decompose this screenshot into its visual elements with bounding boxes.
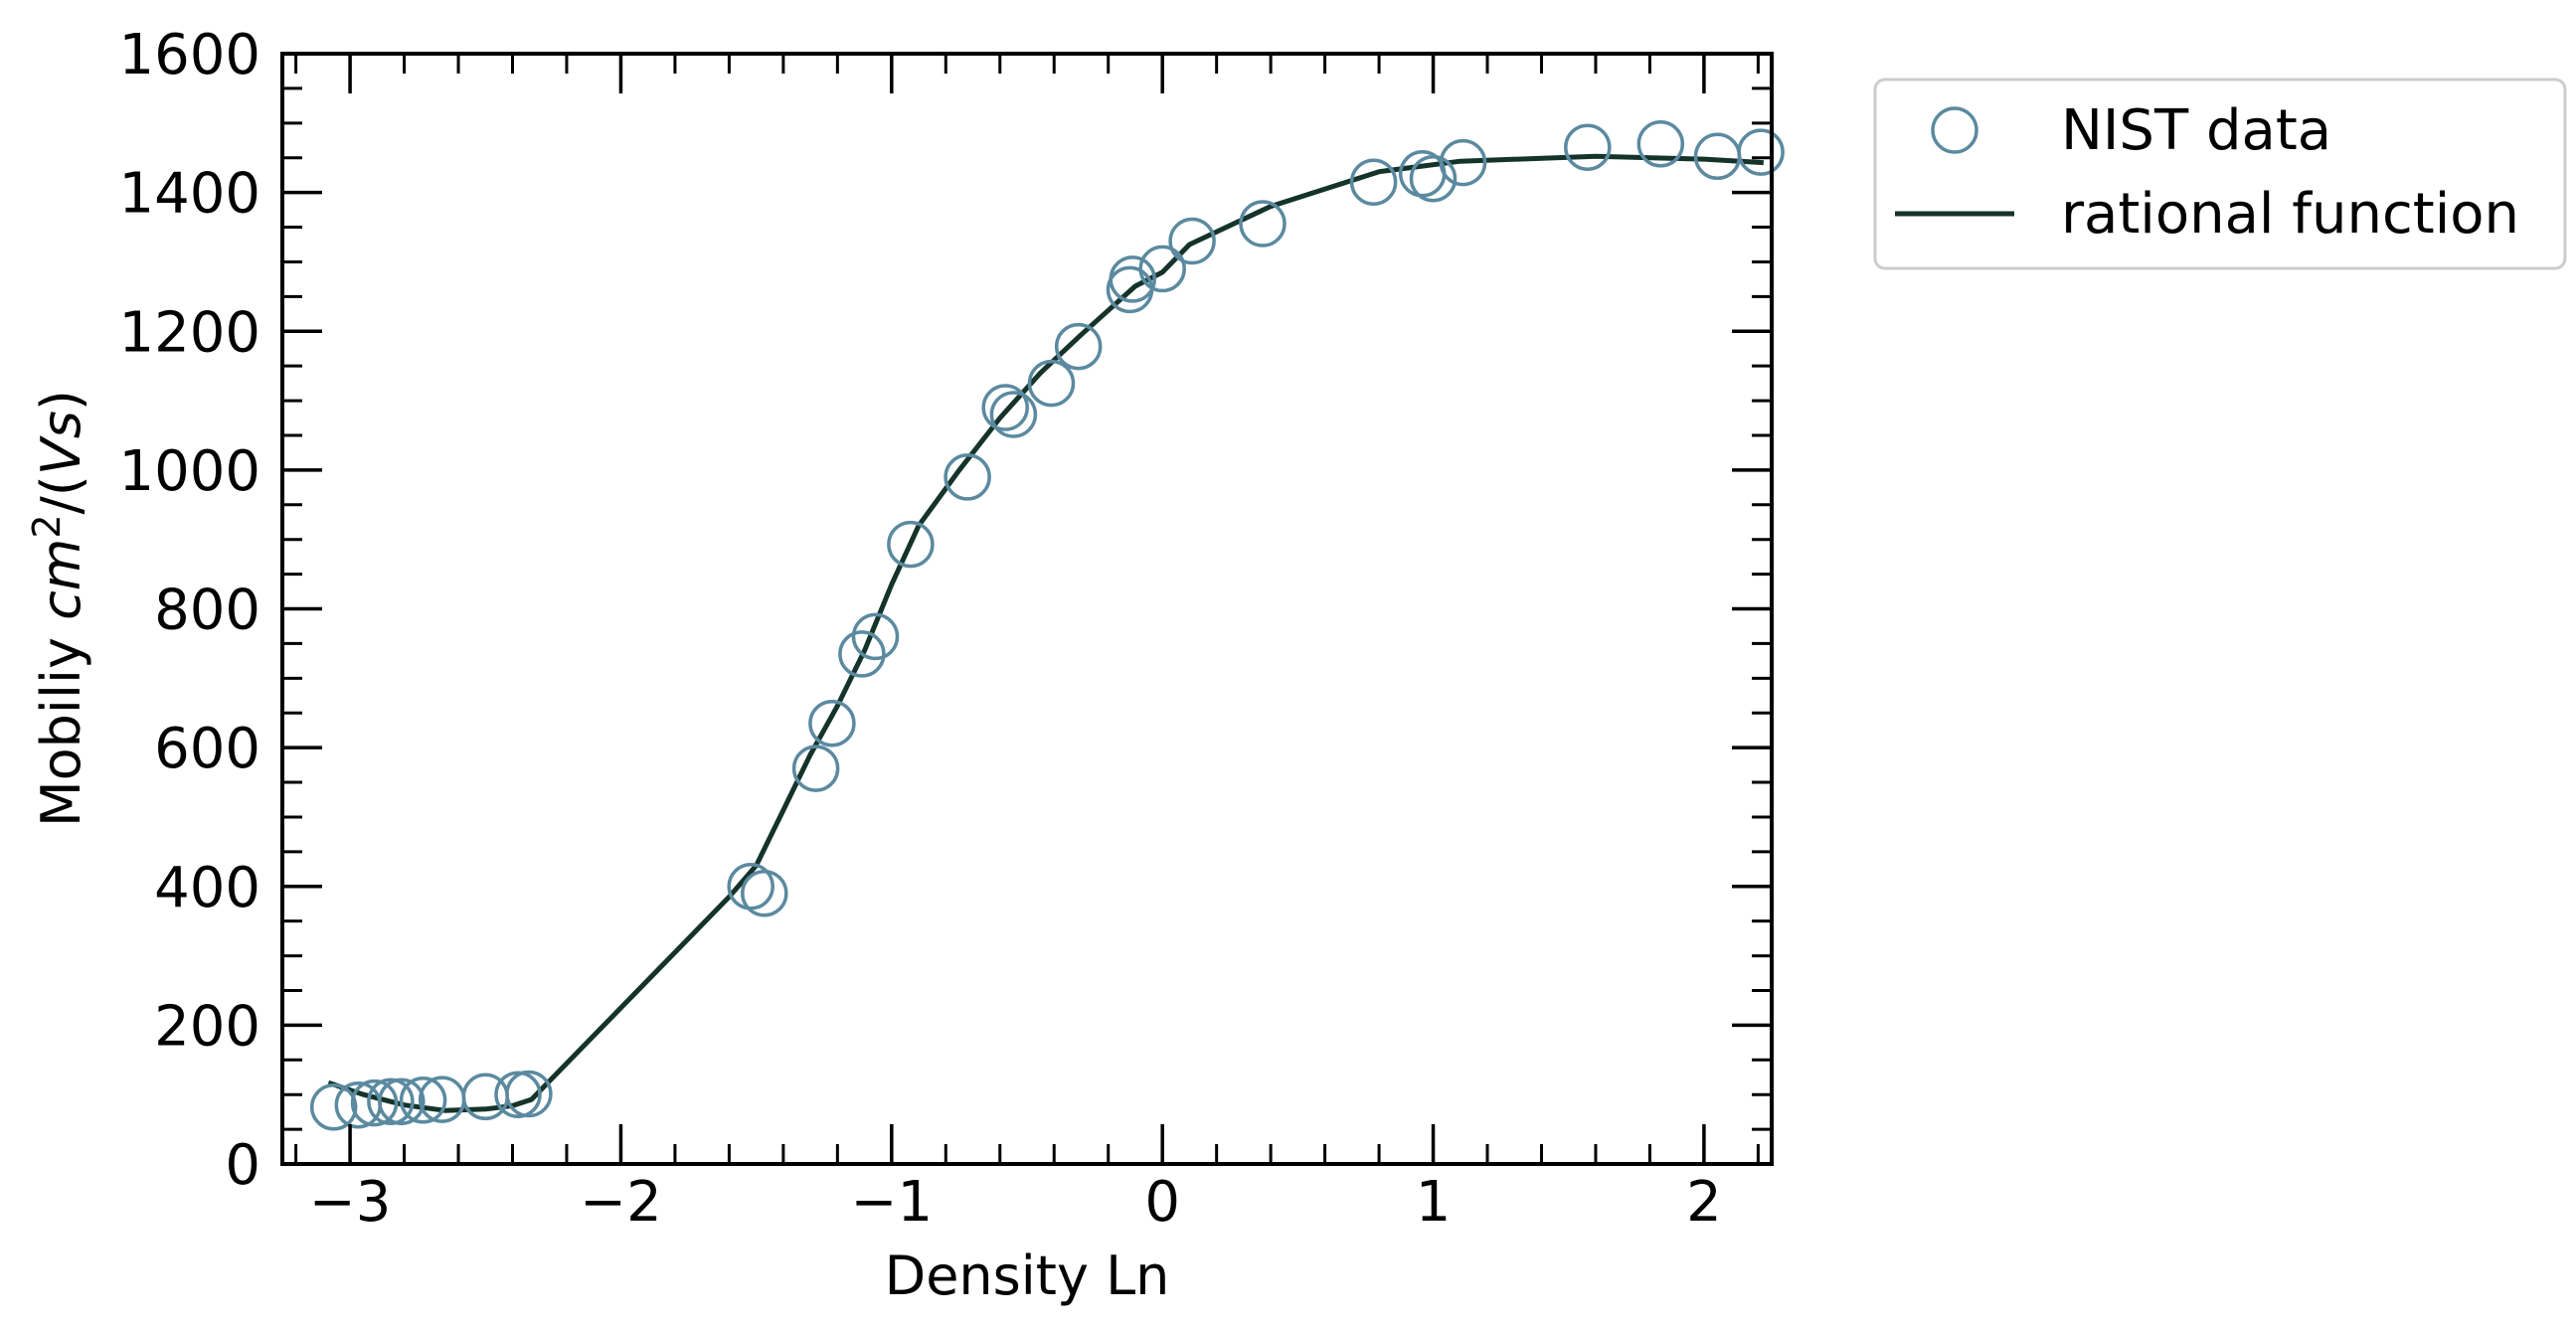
x-tick-label: −1: [851, 1170, 934, 1235]
x-tick-label: 2: [1686, 1170, 1722, 1235]
data-point-nist: [808, 699, 856, 747]
y-axis-label-math2: Vs: [30, 411, 92, 475]
series-line-rational-function: [327, 153, 1764, 1113]
data-point-nist: [887, 520, 935, 569]
plot-data: [309, 120, 1785, 1131]
data-point-nist: [838, 630, 886, 678]
data-point-nist: [1239, 200, 1287, 248]
x-tick-label: 0: [1144, 1170, 1180, 1235]
y-axis-label: Mobiliy cm2/(Vs): [25, 390, 92, 827]
x-tick-label: −3: [309, 1170, 392, 1235]
y-axis-label-suffix: /(: [30, 475, 92, 514]
data-point-nist: [791, 745, 840, 792]
data-point-nist: [981, 384, 1029, 431]
y-tick-label: 1200: [118, 300, 260, 365]
y-tick-label: 0: [225, 1133, 260, 1198]
data-point-nist: [309, 1083, 358, 1131]
data-point-nist: [1168, 217, 1216, 265]
data-point-nist: [378, 1078, 426, 1125]
y-tick-label: 600: [154, 717, 260, 781]
data-point-nist: [494, 1071, 542, 1118]
y-axis-label-math: cm: [30, 539, 92, 620]
plot-frame: [280, 52, 1774, 1166]
data-point-nist: [367, 1078, 415, 1125]
data-point-nist: [1138, 245, 1186, 293]
data-point-nist: [1027, 359, 1076, 408]
data-point-nist: [1409, 154, 1458, 203]
data-point-nist: [1349, 158, 1398, 206]
data-point-nist: [1109, 255, 1156, 303]
y-axis-label-superscript: 2: [25, 514, 69, 538]
y-axis-label-prefix: Mobiliy: [30, 620, 92, 827]
y-axis-label-close: ): [30, 390, 92, 411]
data-point-nist: [1054, 322, 1103, 371]
axis-ticks: −3 −2 −1 0 1 2 0 200 400 600 800 1000 1200 1400 1600: [118, 23, 1772, 1235]
legend: NIST data rational function: [1873, 78, 2567, 270]
data-point-nist: [1564, 123, 1612, 171]
x-tick-label: −2: [580, 1170, 662, 1235]
legend-marker-nist-data: [1931, 106, 1978, 154]
data-point-nist: [851, 612, 900, 661]
x-tick-label: 1: [1416, 1170, 1452, 1235]
x-axis-label: Density Ln: [885, 1245, 1170, 1307]
data-point-nist: [350, 1079, 399, 1127]
y-tick-label: 200: [154, 994, 260, 1059]
data-point-nist: [1439, 138, 1487, 187]
data-point-nist: [1636, 120, 1685, 168]
legend-box: [1873, 78, 2567, 270]
y-tick-label: 1600: [118, 23, 260, 87]
legend-label-rational-function: rational function: [2061, 182, 2519, 247]
data-point-nist: [505, 1070, 553, 1118]
data-point-nist: [1693, 132, 1742, 181]
data-point-nist: [399, 1077, 447, 1124]
y-tick-label: 1000: [118, 439, 260, 504]
data-point-nist: [989, 391, 1038, 438]
y-tick-label: 800: [154, 579, 260, 643]
data-point-nist: [1737, 128, 1785, 176]
data-point-nist: [741, 869, 788, 917]
y-tick-label: 1400: [118, 162, 260, 227]
y-tick-label: 400: [154, 856, 260, 920]
data-point-nist: [418, 1076, 466, 1123]
legend-label-nist-data: NIST data: [2061, 98, 2331, 163]
data-point-nist: [944, 453, 991, 501]
